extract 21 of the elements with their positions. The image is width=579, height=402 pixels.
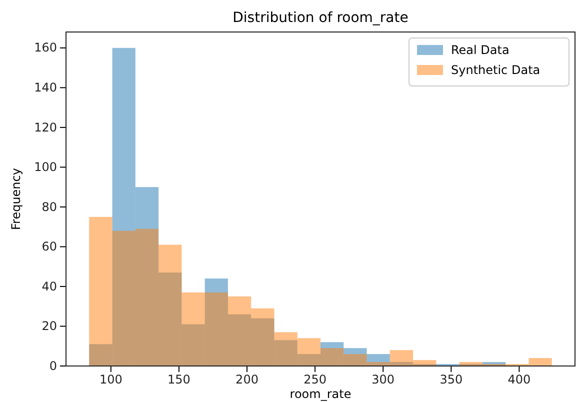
y-axis-title: Frequency	[9, 168, 23, 230]
x-tick-label: 100	[99, 372, 122, 387]
y-tick-label: 120	[34, 120, 57, 134]
x-tick-label: 400	[508, 372, 531, 387]
y-tick-label: 100	[34, 160, 57, 174]
y-tick-label: 40	[42, 279, 57, 294]
y-tick-label: 160	[34, 40, 57, 55]
y-tick-label: 60	[42, 240, 57, 254]
y-tick-label: 20	[42, 319, 57, 334]
chart-title: Distribution of room_rate	[232, 10, 408, 26]
x-axis-title: room_rate	[290, 387, 352, 401]
x-tick-label: 150	[168, 372, 190, 387]
x-tick-label: 200	[236, 372, 258, 387]
x-tick-label: 300	[372, 372, 395, 387]
y-tick-label: 80	[42, 200, 57, 214]
x-tick-label: 250	[304, 372, 327, 387]
y-tick-label: 0	[49, 358, 57, 373]
legend-label: Real Data	[451, 43, 510, 57]
x-tick-label: 350	[440, 372, 463, 387]
y-tick-label: 140	[34, 80, 57, 95]
legend-label: Synthetic Data	[451, 63, 540, 77]
